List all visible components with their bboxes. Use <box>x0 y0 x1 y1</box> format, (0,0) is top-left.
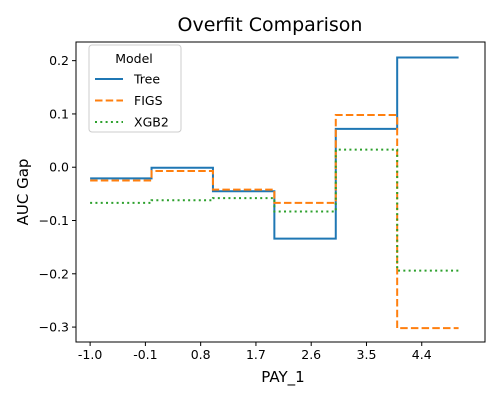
y-tick-label: −0.3 <box>39 320 69 335</box>
x-axis-label: PAY_1 <box>261 368 304 387</box>
x-tick-label: 0.8 <box>191 347 211 362</box>
y-tick-label: 0.1 <box>49 106 69 121</box>
legend-label-xgb2: XGB2 <box>134 115 169 130</box>
legend-label-figs: FIGS <box>134 93 163 108</box>
legend-label-tree: Tree <box>133 72 160 87</box>
plot-area-frame <box>75 41 486 343</box>
x-tick-label: -0.1 <box>133 347 157 362</box>
legend-entries: Tree FIGS XGB2 <box>95 72 169 130</box>
legend: Model Tree FIGS XGB2 <box>88 44 182 133</box>
y-tick-label: 0.0 <box>49 160 69 175</box>
x-tick-label: -1.0 <box>78 347 102 362</box>
legend-box <box>88 44 182 133</box>
x-tick-label: 2.6 <box>301 347 321 362</box>
legend-entry-figs: FIGS <box>95 93 163 108</box>
y-tick-label: 0.2 <box>49 53 69 68</box>
legend-title: Model <box>115 51 153 66</box>
x-tick-label: 4.4 <box>412 347 432 362</box>
legend-entry-tree: Tree <box>95 72 160 87</box>
plot-series-group <box>90 56 459 330</box>
x-tick-label: 1.7 <box>246 347 266 362</box>
chart-title: Overfit Comparison <box>178 14 363 36</box>
series-line-xgb2 <box>90 148 459 272</box>
series-line-tree <box>90 56 459 240</box>
y-tick-label: −0.2 <box>39 266 69 281</box>
y-axis-label: AUC Gap <box>14 159 32 226</box>
y-tick-label: −0.1 <box>39 213 69 228</box>
x-axis-ticks: -1.0 -0.1 0.8 1.7 2.6 3.5 4.4 <box>78 342 432 362</box>
legend-entry-xgb2: XGB2 <box>95 115 169 130</box>
x-tick-label: 3.5 <box>357 347 377 362</box>
y-axis-ticks: 0.2 0.1 0.0 −0.1 −0.2 −0.3 <box>39 53 76 335</box>
